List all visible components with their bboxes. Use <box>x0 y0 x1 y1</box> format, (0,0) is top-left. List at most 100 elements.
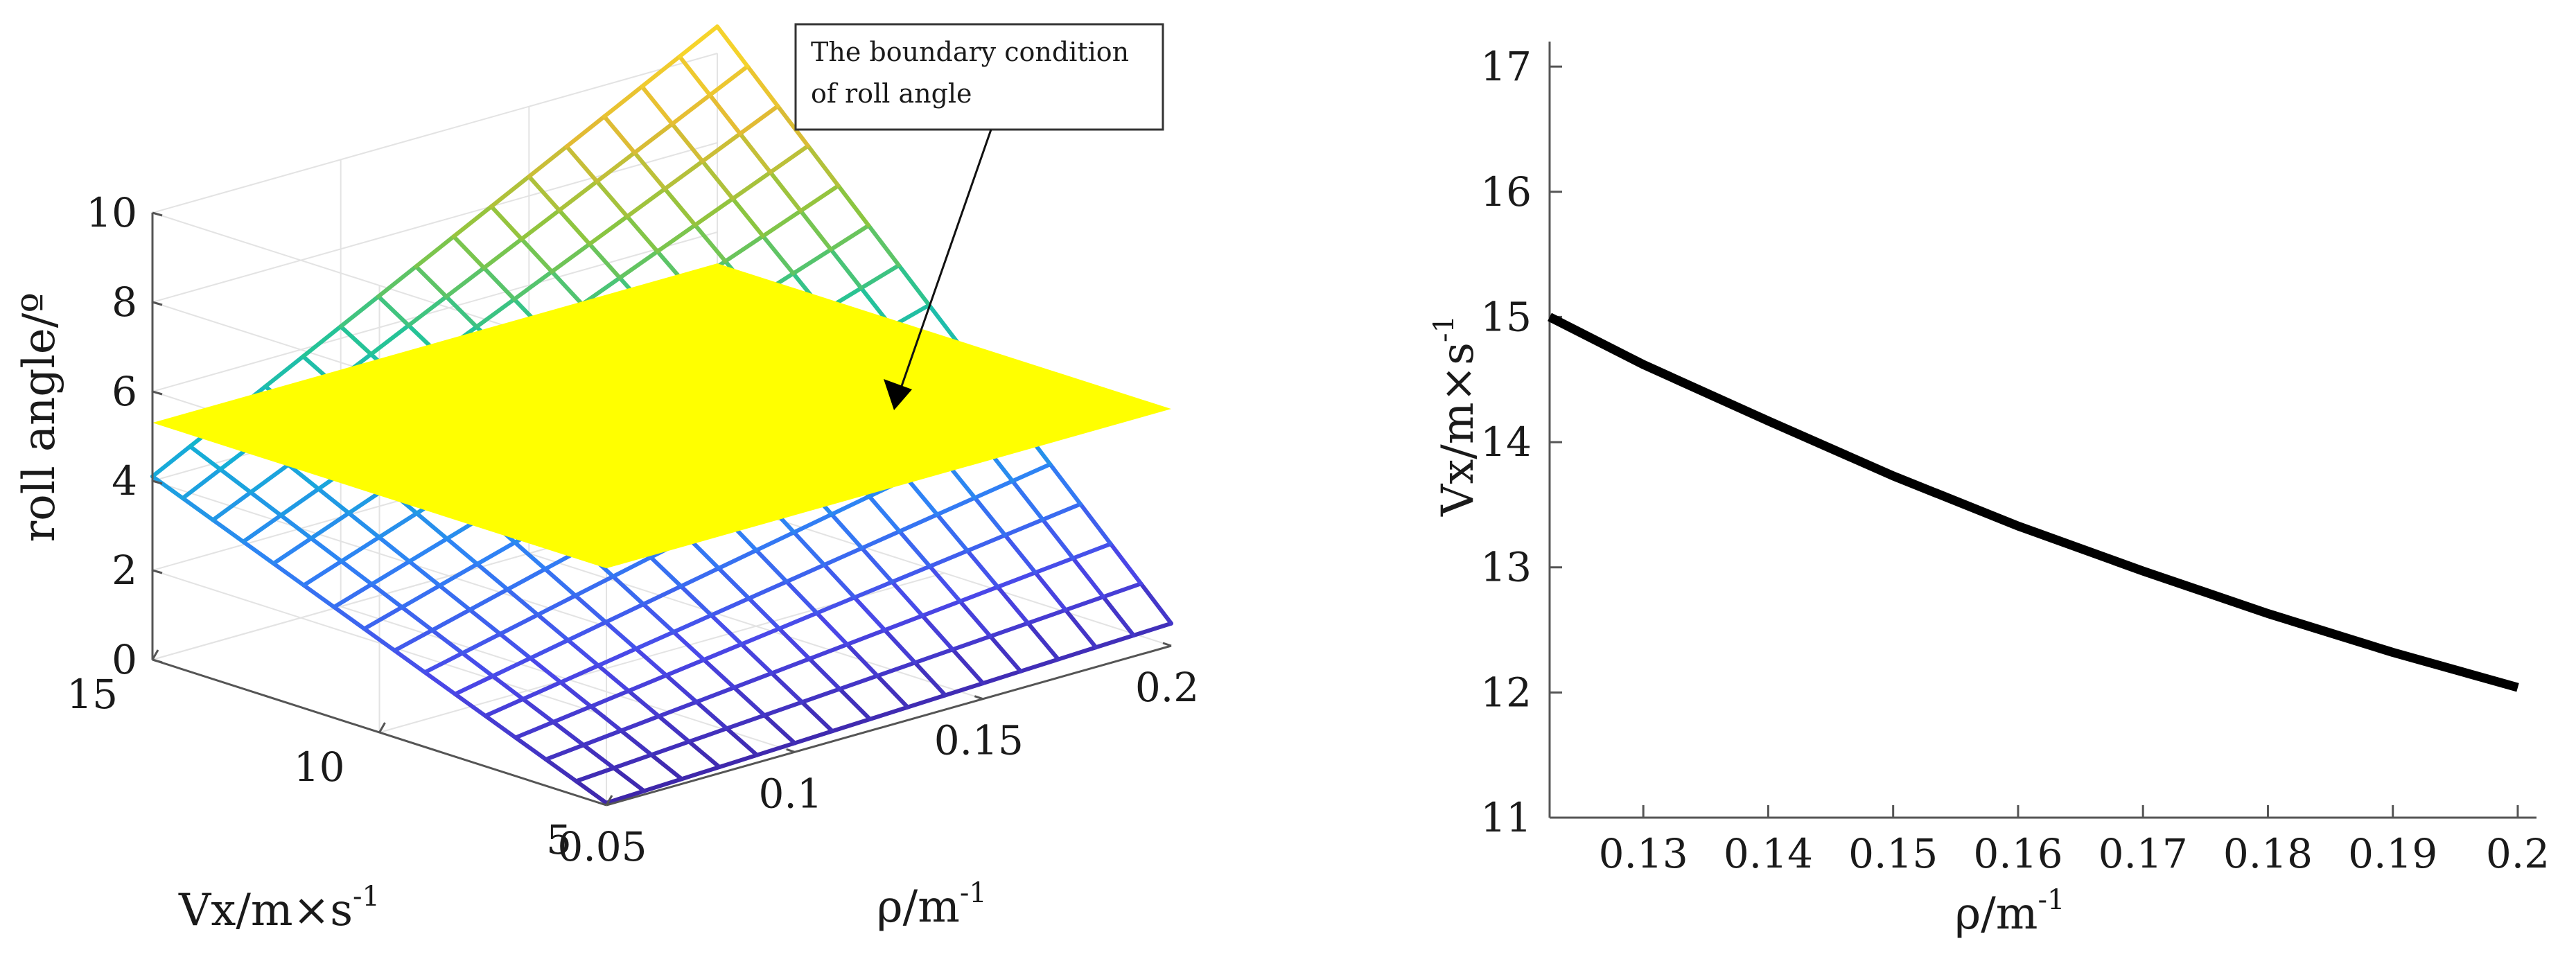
mesh-segment <box>332 605 367 631</box>
mesh-segment <box>536 613 570 642</box>
mesh-segment <box>640 54 682 89</box>
mesh-segment <box>852 595 887 633</box>
mesh-segment <box>248 490 283 518</box>
mesh-segment <box>437 562 480 588</box>
mesh-segment <box>814 610 850 647</box>
mesh-segment <box>574 779 608 805</box>
mesh-segment <box>444 265 487 299</box>
mesh-segment <box>377 511 419 540</box>
mesh-segment <box>150 474 185 500</box>
line-plot: 11 12 13 14 15 16 17 0.13 0.14 0.15 0.16 0.17 0.18 0.… <box>1428 42 2550 940</box>
mesh-segment <box>972 495 1008 538</box>
mesh-segment <box>890 564 932 584</box>
mesh-segment <box>708 93 742 136</box>
mesh-segment <box>1026 621 1060 662</box>
mesh-segment <box>604 602 646 624</box>
y-tick-label: 13 <box>1480 544 1532 591</box>
mesh-segment <box>664 673 699 704</box>
mesh-segment <box>709 613 744 646</box>
mesh-segment <box>468 587 510 613</box>
mesh-segment <box>604 789 647 805</box>
mesh-segment <box>474 297 516 329</box>
mesh-segment <box>619 728 654 757</box>
mesh-segment <box>362 626 397 653</box>
mesh-segment <box>430 608 472 633</box>
mesh-segment <box>423 651 465 675</box>
x-tick-label: 0.19 <box>2348 830 2437 877</box>
rho-tick-label: 0.2 <box>1135 664 1199 711</box>
mesh-segment <box>505 587 540 617</box>
mesh-segment <box>211 518 245 544</box>
mesh-segment <box>791 530 827 567</box>
mesh-segment <box>482 237 524 270</box>
mesh-segment <box>573 593 608 624</box>
mesh-segment <box>1056 645 1098 662</box>
mesh-segment <box>489 174 532 209</box>
mesh-segment <box>468 608 502 636</box>
mesh-segment <box>625 214 660 254</box>
mesh-segment <box>1101 581 1144 599</box>
mesh-segment <box>672 613 714 635</box>
mesh-segment <box>785 579 819 615</box>
mesh-segment <box>866 223 901 267</box>
mesh-segment <box>732 671 774 690</box>
mesh-segment <box>1010 462 1053 484</box>
annotation-arrowhead <box>884 379 912 410</box>
boundary-curve <box>1548 313 2519 692</box>
x-tick-label: 0.15 <box>1848 830 1938 877</box>
z-tick <box>152 658 163 664</box>
mesh-segment <box>550 270 584 307</box>
mesh-segment <box>632 121 674 155</box>
mesh-segment <box>611 766 647 793</box>
mesh-segment <box>800 687 842 705</box>
mesh-segment <box>557 208 592 247</box>
mesh-segment <box>670 121 705 164</box>
mesh-segment <box>514 735 548 762</box>
mesh-segment <box>935 495 977 517</box>
mesh-segment <box>414 511 449 541</box>
mesh-segment <box>830 494 872 517</box>
z-tick-label: 0 <box>112 636 137 683</box>
mesh-segment <box>995 570 1037 590</box>
mesh-segment <box>445 536 480 567</box>
mesh-segment <box>943 681 985 698</box>
z-tick-label: 10 <box>86 189 137 236</box>
mesh-segment <box>730 170 773 201</box>
mesh-segment <box>460 651 495 678</box>
mesh-segment <box>762 700 805 718</box>
rho-tick-label: 0.1 <box>759 770 823 817</box>
mesh-segment <box>483 696 525 719</box>
mesh-segment <box>271 561 306 588</box>
mesh-segment <box>761 234 796 276</box>
mesh-segment <box>611 574 646 606</box>
mesh-segment <box>557 179 599 213</box>
mesh-segment <box>754 548 789 584</box>
mesh-segment <box>241 513 283 544</box>
mesh-segment <box>792 729 834 746</box>
mesh-segment <box>927 564 963 604</box>
mesh-segment <box>730 196 765 238</box>
mesh-segment <box>218 467 253 495</box>
annotation-text-line2: of roll angle <box>811 78 972 109</box>
mesh-segment <box>180 467 222 500</box>
mesh-segment <box>768 170 803 213</box>
mesh-segment <box>746 596 782 631</box>
mesh-segment <box>241 539 276 566</box>
mesh-segment <box>588 704 624 733</box>
mesh-segment <box>475 562 510 592</box>
mesh-segment <box>830 512 864 551</box>
mesh-segment <box>453 692 488 719</box>
mesh-segment <box>400 583 442 610</box>
mesh-segment <box>663 186 697 227</box>
mesh-segment <box>543 567 578 598</box>
mesh-segment <box>1131 621 1173 638</box>
mesh-segment <box>301 583 336 610</box>
mesh-segment <box>543 757 579 784</box>
z-tick-label: 4 <box>112 457 137 504</box>
mesh-segment <box>649 739 692 757</box>
boundary-plane <box>152 263 1171 569</box>
mesh-segment <box>687 726 729 744</box>
mesh-segment <box>566 619 608 642</box>
mesh-segment <box>965 533 1008 553</box>
mesh-segment <box>407 559 442 588</box>
